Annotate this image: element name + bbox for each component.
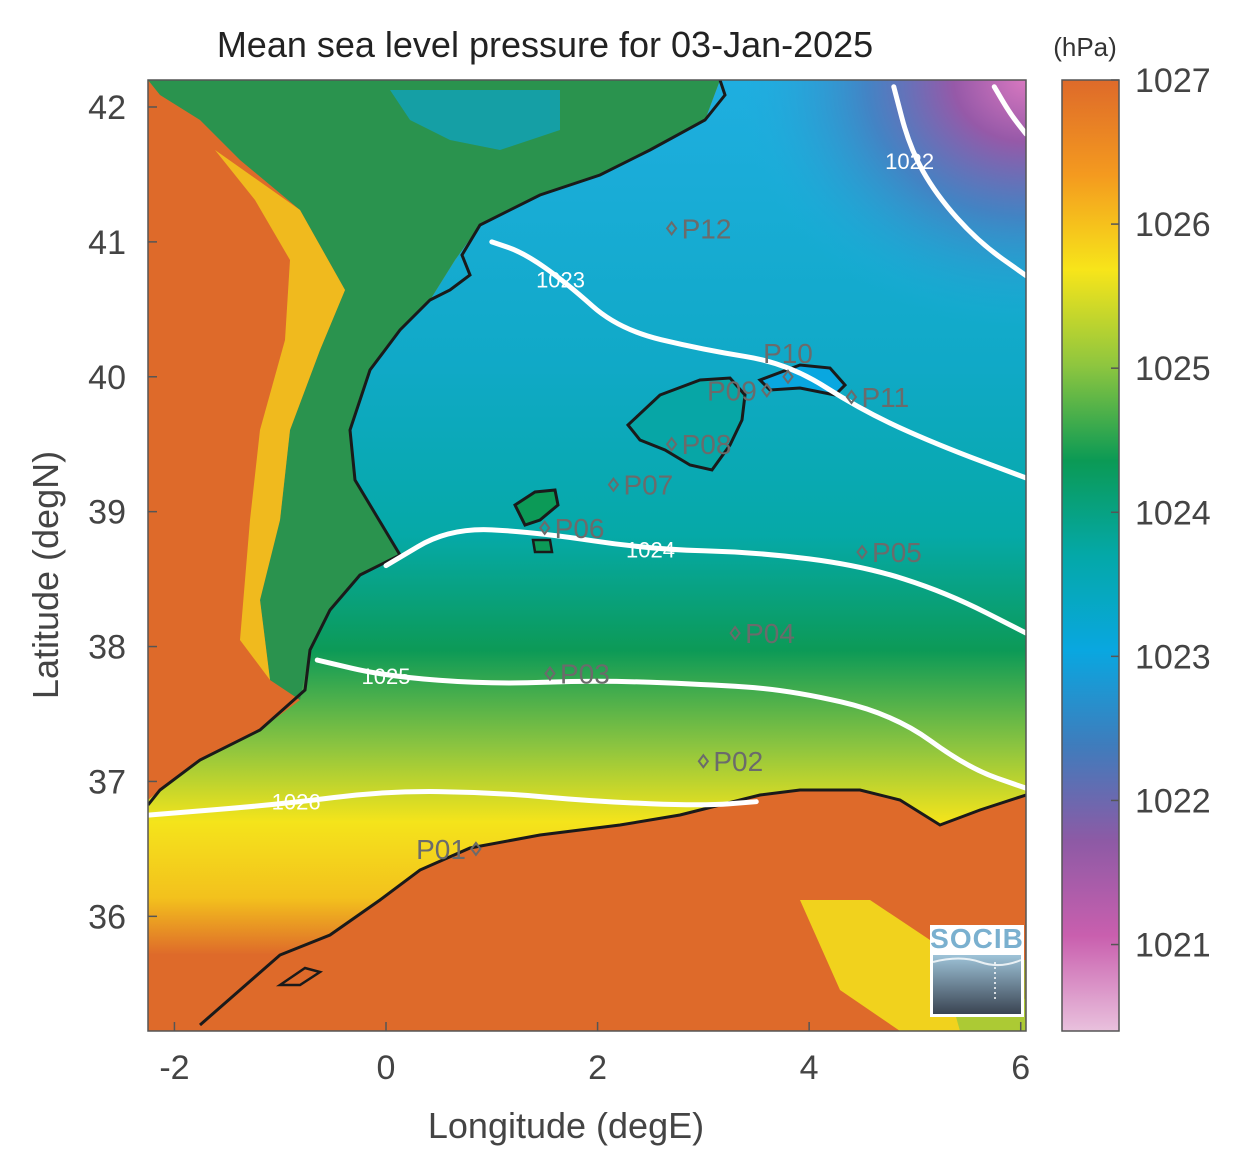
isobar-label: 1022 [885,149,934,174]
x-tick-label: 2 [588,1049,607,1087]
formentera-island [531,538,554,554]
colorbar-unit-label: (hPa) [1053,32,1117,62]
chart-title: Mean sea level pressure for 03-Jan-2025 [217,24,873,65]
station-label: P08 [682,429,732,460]
station-label: P09 [707,375,757,406]
colorbar-tick-label: 1027 [1135,62,1211,100]
socib-logo-text: SOCIB [930,923,1024,954]
iberia-highlands [215,150,345,680]
station-marker [856,544,868,560]
alboran-feature [275,966,324,987]
iberia-coastline [148,80,727,806]
station-label: P12 [682,213,732,244]
station-label: P11 [861,382,909,413]
colorbar [1061,79,1120,1032]
low-pressure-field [640,80,1026,410]
station-label: P01 [416,834,466,865]
station-label: P03 [560,659,610,690]
station-label: P02 [713,746,763,777]
isobar-line [148,789,759,818]
y-tick-label: 42 [88,89,126,127]
station-label: P04 [745,618,795,649]
colorbar-tick-label: 1021 [1135,927,1211,965]
station-marker [729,625,741,641]
x-tick-label: 6 [1011,1049,1030,1087]
isobar-label: 1026 [272,790,321,815]
station-marker [607,477,620,493]
colorbar-tick-label: 1023 [1135,638,1211,676]
isobar-line [891,84,1026,279]
station-marker [845,389,858,405]
y-tick-label: 40 [88,359,126,397]
station-marker [470,841,482,857]
station-marker [538,520,551,536]
iberia-coastal-band [148,80,720,700]
iberia-pyrenees [390,90,560,150]
colorbar-tick-label: 1024 [1135,494,1211,532]
station-marker [665,220,678,237]
colorbar-tick-label: 1022 [1135,782,1211,820]
mallorca-island [625,376,747,472]
x-tick-label: 0 [377,1049,396,1087]
station-label: P07 [623,470,673,501]
y-tick-label: 41 [88,224,126,262]
x-axis-label: Longitude (degE) [428,1105,704,1146]
isobar-line [489,239,1026,481]
y-tick-label: 38 [88,629,126,667]
isobar-label: 1023 [536,268,585,293]
x-axis-ticks: -2 0 2 4 6 [159,1022,1030,1087]
y-axis-ticks: 36 37 38 39 40 41 42 [88,89,157,936]
colorbar-tick-label: 1025 [1135,350,1211,388]
station-marker [782,369,794,385]
x-tick-label: -2 [159,1049,189,1087]
plot-frame [147,79,1027,1032]
isobar-label: 1025 [362,664,411,689]
y-tick-label: 37 [88,763,126,801]
isobar-line [314,657,1026,791]
station-marker [697,753,710,769]
station-label: P06 [555,513,605,544]
x-tick-label: 4 [800,1049,819,1087]
station-label: P05 [872,537,922,568]
africa-coastline [199,788,1026,1027]
africa-land [148,790,1026,1031]
isobar-line [383,527,1026,636]
station-marker [761,382,773,398]
station-label: P10 [763,338,813,369]
y-axis-label: Latitude (degN) [25,451,66,699]
colorbar-ticks: 1021 1022 1023 1024 1025 1026 1027 [1111,62,1211,965]
isobar-label: 1024 [626,537,675,562]
isobar-line [991,84,1026,137]
station-marker [544,665,556,682]
colorbar-tick-label: 1026 [1135,206,1211,244]
y-tick-label: 36 [88,898,126,936]
y-tick-label: 39 [88,494,126,532]
socib-logo: SOCIB [930,923,1024,1017]
ibiza-island [513,488,560,527]
isobar-contours: 1022 1023 1024 1025 1026 [148,84,1026,818]
station-marker [665,436,678,452]
